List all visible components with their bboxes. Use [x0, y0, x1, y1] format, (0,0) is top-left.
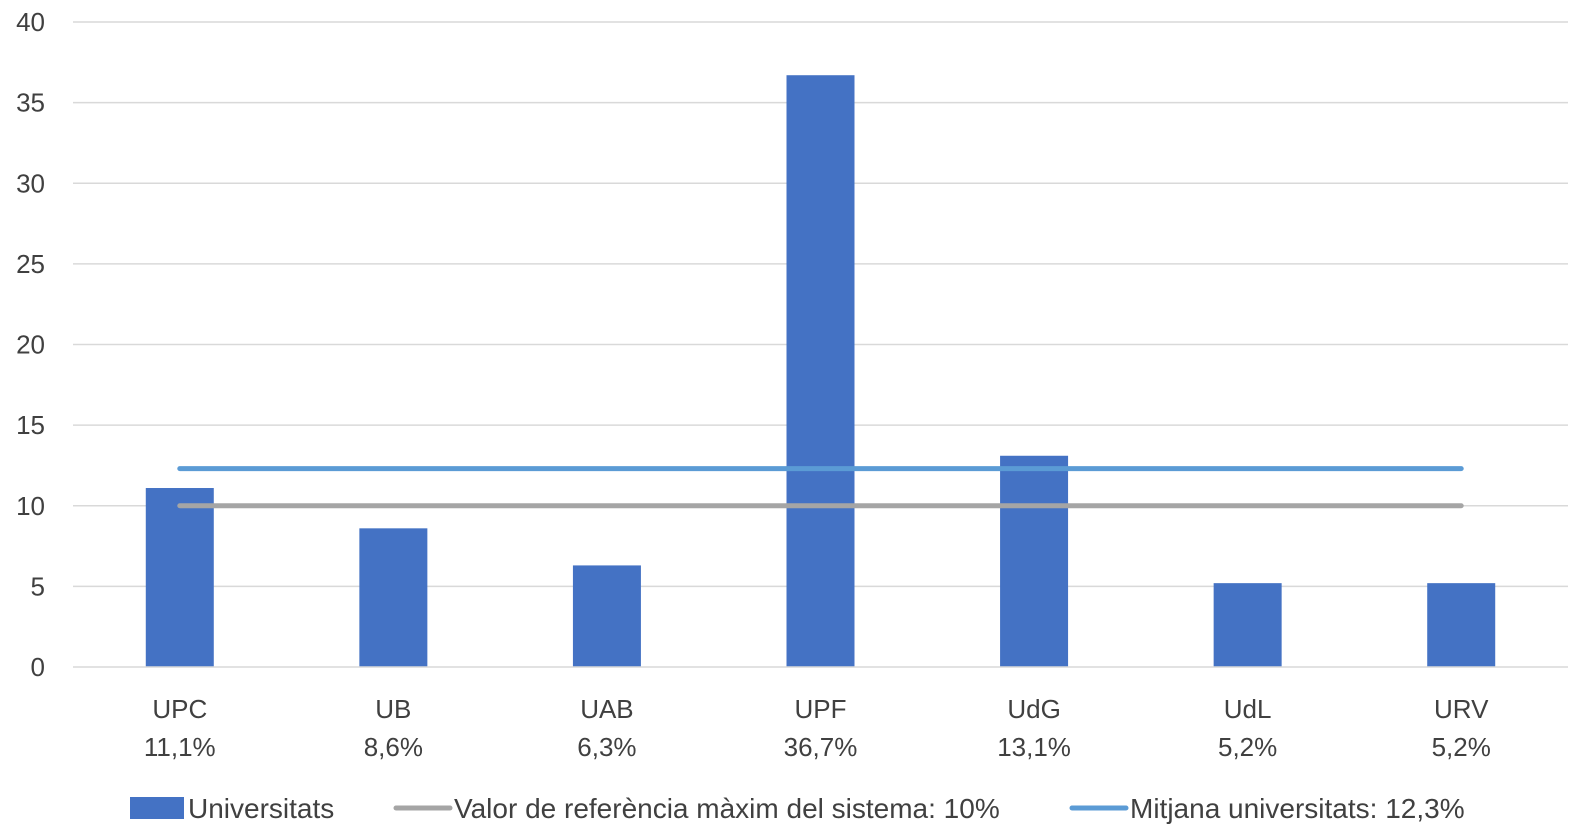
x-category-label: UB — [375, 694, 411, 724]
legend-swatch-bar — [130, 797, 184, 819]
y-tick-label: 30 — [16, 168, 45, 198]
x-category-label: UdL — [1224, 694, 1272, 724]
y-tick-label: 10 — [16, 491, 45, 521]
x-category-label: URV — [1434, 694, 1489, 724]
y-axis-tick-labels: 0 5 10 15 20 25 30 35 40 — [16, 7, 45, 682]
bar-series — [145, 75, 1496, 667]
x-category-label: UAB — [580, 694, 633, 724]
legend-item-2: Valor de referència màxim del sistema: 1… — [393, 793, 1000, 824]
x-axis-category-labels: UPC 11,1% UB 8,6% UAB 6,3% UPF 36,7% UdG 13,1% UdL… — [144, 694, 1491, 762]
x-category-sublabel: 36,7% — [784, 732, 858, 762]
y-tick-label: 35 — [16, 88, 45, 118]
legend: Universitats Valor de referència màxim de… — [130, 793, 1465, 824]
x-category-sublabel: 11,1% — [144, 732, 216, 762]
bar-upc — [145, 488, 214, 667]
x-category-label: UdG — [1007, 694, 1060, 724]
legend-label: Universitats — [188, 793, 334, 824]
y-tick-label: 0 — [31, 652, 45, 682]
y-tick-label: 20 — [16, 330, 45, 360]
legend-label: Valor de referència màxim del sistema: 1… — [454, 793, 1000, 824]
y-tick-label: 15 — [16, 410, 45, 440]
bar-uab — [572, 565, 641, 667]
x-category-sublabel: 6,3% — [577, 732, 636, 762]
y-tick-label: 40 — [16, 7, 45, 37]
bar-urv — [1427, 583, 1496, 667]
legend-item-3: Mitjana universitats: 12,3% — [1069, 793, 1465, 824]
x-category-sublabel: 13,1% — [997, 732, 1071, 762]
x-category-sublabel: 5,2% — [1218, 732, 1277, 762]
x-category-label: UPC — [152, 694, 207, 724]
y-tick-label: 25 — [16, 249, 45, 279]
legend-label: Mitjana universitats: 12,3% — [1130, 793, 1465, 824]
y-tick-label: 5 — [31, 571, 45, 601]
legend-item-1: Universitats — [130, 793, 334, 824]
x-category-label: UPF — [795, 694, 847, 724]
bar-ub — [359, 528, 428, 667]
bar-udl — [1213, 583, 1282, 667]
line-series — [177, 466, 1464, 509]
x-category-sublabel: 5,2% — [1432, 732, 1491, 762]
bar-udg — [1000, 455, 1069, 667]
bar-upf — [786, 75, 855, 667]
x-category-sublabel: 8,6% — [364, 732, 423, 762]
